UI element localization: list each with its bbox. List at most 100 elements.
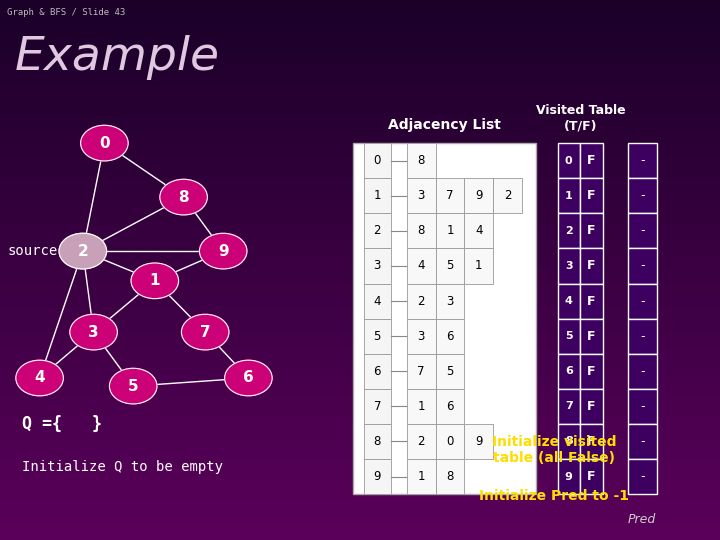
Bar xyxy=(0,328,720,333)
FancyBboxPatch shape xyxy=(628,178,657,213)
Bar xyxy=(0,463,720,468)
Bar xyxy=(0,495,720,500)
Text: 3: 3 xyxy=(374,259,381,273)
FancyBboxPatch shape xyxy=(628,459,657,494)
Bar xyxy=(0,428,720,432)
Text: 4: 4 xyxy=(418,259,425,273)
FancyBboxPatch shape xyxy=(558,319,580,354)
Bar xyxy=(0,450,720,455)
Bar xyxy=(0,77,720,81)
Bar xyxy=(0,482,720,486)
FancyBboxPatch shape xyxy=(407,354,436,389)
Bar xyxy=(0,9,720,14)
Text: -: - xyxy=(640,329,644,343)
Text: F: F xyxy=(588,189,595,202)
Text: 7: 7 xyxy=(418,364,425,378)
Bar xyxy=(0,297,720,301)
Text: F: F xyxy=(588,435,595,448)
Circle shape xyxy=(81,125,128,161)
Text: 0: 0 xyxy=(565,156,572,166)
Bar xyxy=(0,261,720,266)
Bar xyxy=(0,126,720,131)
Bar xyxy=(0,432,720,436)
Text: 3: 3 xyxy=(418,329,425,343)
Text: F: F xyxy=(588,224,595,238)
Bar xyxy=(0,409,720,414)
Bar xyxy=(0,0,720,4)
Text: 9: 9 xyxy=(565,471,572,482)
FancyBboxPatch shape xyxy=(364,248,391,284)
Bar xyxy=(0,342,720,347)
Text: F: F xyxy=(588,154,595,167)
Text: 5: 5 xyxy=(374,329,381,343)
Bar xyxy=(0,490,720,495)
Bar xyxy=(0,50,720,54)
FancyBboxPatch shape xyxy=(436,354,464,389)
Circle shape xyxy=(199,233,247,269)
Bar xyxy=(0,310,720,315)
Bar xyxy=(0,387,720,392)
Bar xyxy=(0,441,720,445)
FancyBboxPatch shape xyxy=(580,248,603,284)
Bar xyxy=(0,382,720,387)
Bar xyxy=(0,239,720,243)
Text: 5: 5 xyxy=(446,259,454,273)
FancyBboxPatch shape xyxy=(628,354,657,389)
Text: 7: 7 xyxy=(374,400,381,413)
Text: 2: 2 xyxy=(504,189,511,202)
Bar xyxy=(0,301,720,306)
Text: 1: 1 xyxy=(418,400,425,413)
Text: F: F xyxy=(588,400,595,413)
Text: 2: 2 xyxy=(374,224,381,238)
Bar xyxy=(0,324,720,328)
Text: 8: 8 xyxy=(446,470,454,483)
Text: F: F xyxy=(588,294,595,308)
Bar xyxy=(353,143,536,494)
Bar xyxy=(0,202,720,207)
Text: 2: 2 xyxy=(418,435,425,448)
FancyBboxPatch shape xyxy=(558,143,580,178)
Text: Graph & BFS / Slide 43: Graph & BFS / Slide 43 xyxy=(7,8,125,17)
Bar xyxy=(0,266,720,270)
Text: F: F xyxy=(588,470,595,483)
Text: 6: 6 xyxy=(446,400,454,413)
Text: -: - xyxy=(640,470,644,483)
Text: Initialize Q to be empty: Initialize Q to be empty xyxy=(22,460,222,474)
Bar xyxy=(0,104,720,108)
Text: 7: 7 xyxy=(565,401,572,411)
Bar xyxy=(0,477,720,482)
Text: 2: 2 xyxy=(565,226,572,236)
Bar xyxy=(0,85,720,90)
FancyBboxPatch shape xyxy=(464,248,493,284)
Text: 8: 8 xyxy=(179,190,189,205)
FancyBboxPatch shape xyxy=(558,213,580,248)
Circle shape xyxy=(225,360,272,396)
Bar xyxy=(0,131,720,135)
Bar xyxy=(0,504,720,509)
Bar xyxy=(0,117,720,122)
Text: 4: 4 xyxy=(374,294,381,308)
FancyBboxPatch shape xyxy=(364,424,391,459)
Bar xyxy=(0,247,720,252)
Text: 0: 0 xyxy=(99,136,109,151)
Bar xyxy=(0,315,720,320)
FancyBboxPatch shape xyxy=(407,143,436,178)
Bar xyxy=(0,153,720,158)
Bar xyxy=(0,500,720,504)
FancyBboxPatch shape xyxy=(364,354,391,389)
Text: 8: 8 xyxy=(418,224,425,238)
FancyBboxPatch shape xyxy=(628,143,657,178)
Text: source: source xyxy=(7,244,58,258)
Bar xyxy=(0,139,720,144)
Text: 1: 1 xyxy=(418,470,425,483)
Circle shape xyxy=(160,179,207,215)
Bar xyxy=(0,148,720,153)
Text: 6: 6 xyxy=(243,370,253,386)
Bar xyxy=(0,112,720,117)
FancyBboxPatch shape xyxy=(436,319,464,354)
Text: 5: 5 xyxy=(446,364,454,378)
Bar xyxy=(0,517,720,522)
Bar xyxy=(0,531,720,536)
Text: 3: 3 xyxy=(446,294,454,308)
FancyBboxPatch shape xyxy=(580,424,603,459)
